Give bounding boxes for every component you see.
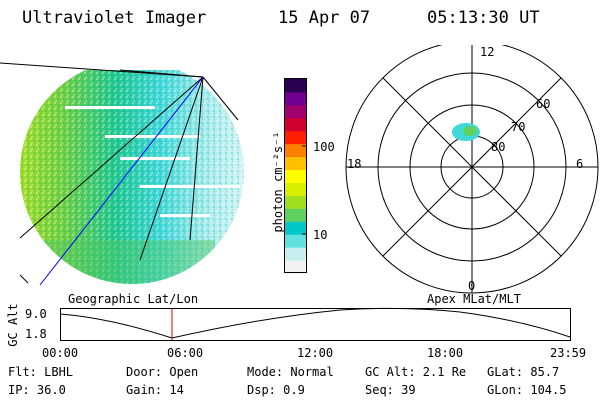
colorbar-cell	[285, 104, 306, 119]
altplot-y-bottom: 1.8	[25, 327, 47, 341]
uv-earth-image	[0, 62, 244, 286]
x-tick-1800: 18:00	[427, 346, 464, 360]
polar-plot	[345, 45, 599, 294]
colorbar-cell	[285, 260, 306, 274]
dsp-label: Dsp: 0.9	[247, 383, 305, 397]
instrument-title: Ultraviolet Imager	[22, 8, 207, 28]
seq-label: Seq: 39	[365, 383, 416, 397]
x-tick-1200: 12:00	[297, 346, 334, 360]
colorbar-cell	[285, 247, 306, 261]
mlt-label-6: 6	[576, 157, 584, 171]
time-label: 05:13:30 UT	[427, 8, 540, 28]
colorbar-cell	[285, 130, 306, 145]
apex-label: Apex MLat/MLT	[427, 292, 521, 306]
colorbar	[284, 78, 307, 274]
colorbar-cell	[285, 143, 306, 158]
geographic-label: Geographic Lat/Lon	[68, 292, 199, 306]
filter-label: Flt: LBHL	[8, 365, 74, 379]
altplot-y-top: 9.0	[25, 307, 47, 321]
mlat-label-80: 80	[491, 140, 506, 154]
colorbar-unit-label: photon cm⁻²s⁻¹	[271, 131, 285, 233]
colorbar-tick-10: 10	[313, 228, 328, 242]
colorbar-cell	[285, 156, 306, 171]
colorbar-cell	[285, 117, 306, 132]
date-label: 15 Apr 07	[278, 8, 371, 28]
mlat-label-60: 60	[536, 97, 551, 111]
x-tick-0600: 06:00	[167, 346, 204, 360]
colorbar-cell	[285, 182, 306, 196]
colorbar-cell	[285, 208, 306, 222]
colorbar-cell	[285, 79, 306, 93]
mode-label: Mode: Normal	[247, 365, 334, 379]
mlt-label-0: 0	[468, 279, 476, 293]
gain-label: Gain: 14	[126, 383, 184, 397]
colorbar-cell	[285, 221, 306, 235]
door-label: Door: Open	[126, 365, 199, 379]
mlt-label-18: 18	[347, 157, 362, 171]
colorbar-cell	[285, 195, 306, 209]
x-tick-0000: 00:00	[42, 346, 79, 360]
ip-label: IP: 36.0	[8, 383, 66, 397]
colorbar-cell	[285, 234, 306, 248]
x-tick-2359: 23:59	[550, 346, 587, 360]
glat-label: GLat: 85.7	[487, 365, 560, 379]
colorbar-cell	[285, 91, 306, 106]
glon-label: GLon: 104.5	[487, 383, 567, 397]
colorbar-tick-100: 100	[313, 140, 335, 154]
gc-alt-label: GC Alt: 2.1 Re	[365, 365, 467, 379]
mlat-label-70: 70	[511, 120, 526, 134]
altplot-axis-label: GC Alt	[6, 303, 20, 347]
altitude-plot	[59, 307, 571, 341]
colorbar-cell	[285, 169, 306, 183]
mlt-label-12: 12	[480, 45, 495, 59]
